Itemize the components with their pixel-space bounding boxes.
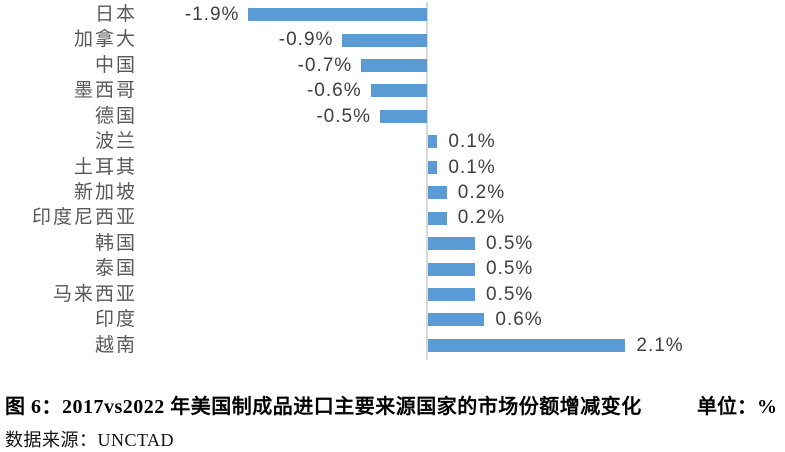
category-label: 印度 bbox=[94, 309, 137, 331]
value-label: 0.5% bbox=[486, 283, 534, 305]
figure-caption: 图 6：2017vs2022 年美国制成品进口主要来源国家的市场份额增减变化 bbox=[5, 396, 642, 418]
bar-chart: 日本 -1.9% 加拿大 -0.9% 中国 -0.7% 墨西哥 -0.6% 德国 -0.5% 波兰 0… bbox=[0, 2, 785, 361]
bar-row: 墨西哥 -0.6% bbox=[0, 78, 785, 103]
category-label: 墨西哥 bbox=[73, 80, 137, 102]
bar bbox=[428, 262, 475, 276]
value-label: -1.9% bbox=[184, 4, 240, 25]
bar-row: 泰国 0.5% bbox=[0, 256, 785, 281]
value-label: -0.6% bbox=[306, 80, 362, 102]
bar-row: 印度尼西亚 0.2% bbox=[0, 205, 785, 230]
category-label: 新加坡 bbox=[73, 182, 137, 203]
value-label: -0.7% bbox=[297, 54, 353, 76]
category-label: 泰国 bbox=[94, 258, 137, 280]
bar bbox=[428, 211, 447, 225]
bar bbox=[428, 160, 438, 174]
value-label: 0.2% bbox=[457, 182, 506, 203]
axis-line bbox=[426, 2, 428, 361]
category-label: 中国 bbox=[94, 54, 137, 76]
bar-row: 韩国 0.5% bbox=[0, 231, 785, 256]
category-label: 印度尼西亚 bbox=[31, 207, 137, 229]
category-label: 马来西亚 bbox=[52, 283, 137, 305]
bar bbox=[361, 59, 427, 73]
bar-row: 马来西亚 0.5% bbox=[0, 282, 785, 307]
category-label: 日本 bbox=[94, 4, 137, 25]
category-label: 越南 bbox=[94, 334, 137, 356]
value-label: 2.1% bbox=[636, 334, 684, 356]
bar-row: 德国 -0.5% bbox=[0, 104, 785, 129]
value-label: 0.2% bbox=[457, 207, 506, 229]
bar-row: 加拿大 -0.9% bbox=[0, 27, 785, 52]
bar bbox=[428, 237, 475, 251]
category-label: 韩国 bbox=[94, 232, 137, 254]
bar-row: 印度 0.6% bbox=[0, 307, 785, 332]
bar-row: 土耳其 0.1% bbox=[0, 155, 785, 180]
value-label: -0.5% bbox=[316, 105, 371, 127]
bar-row: 日本 -1.9% bbox=[0, 2, 785, 27]
bar-row: 波兰 0.1% bbox=[0, 129, 785, 154]
category-label: 德国 bbox=[94, 105, 137, 127]
bar bbox=[428, 338, 626, 352]
bar-row: 中国 -0.7% bbox=[0, 53, 785, 78]
category-label: 加拿大 bbox=[73, 29, 137, 51]
bar bbox=[380, 109, 427, 123]
bar-row: 新加坡 0.2% bbox=[0, 180, 785, 205]
bar-row: 越南 2.1% bbox=[0, 333, 785, 358]
bar bbox=[428, 287, 475, 301]
caption-row: 图 6：2017vs2022 年美国制成品进口主要来源国家的市场份额增减变化 单… bbox=[0, 390, 785, 419]
data-source: 数据来源：UNCTAD bbox=[5, 430, 175, 450]
unit-label: 单位：% bbox=[697, 396, 777, 418]
value-label: 0.6% bbox=[495, 309, 543, 331]
value-label: -0.9% bbox=[278, 29, 334, 51]
value-label: 0.5% bbox=[486, 258, 534, 280]
value-label: 0.5% bbox=[486, 232, 534, 254]
bar bbox=[370, 84, 427, 98]
bar bbox=[342, 33, 427, 47]
bar bbox=[428, 135, 438, 149]
category-label: 波兰 bbox=[94, 131, 137, 153]
category-label: 土耳其 bbox=[73, 156, 137, 178]
value-label: 0.1% bbox=[448, 156, 496, 178]
bar bbox=[248, 8, 427, 22]
bar bbox=[428, 186, 447, 200]
value-label: 0.1% bbox=[448, 131, 496, 153]
bar bbox=[428, 313, 485, 327]
